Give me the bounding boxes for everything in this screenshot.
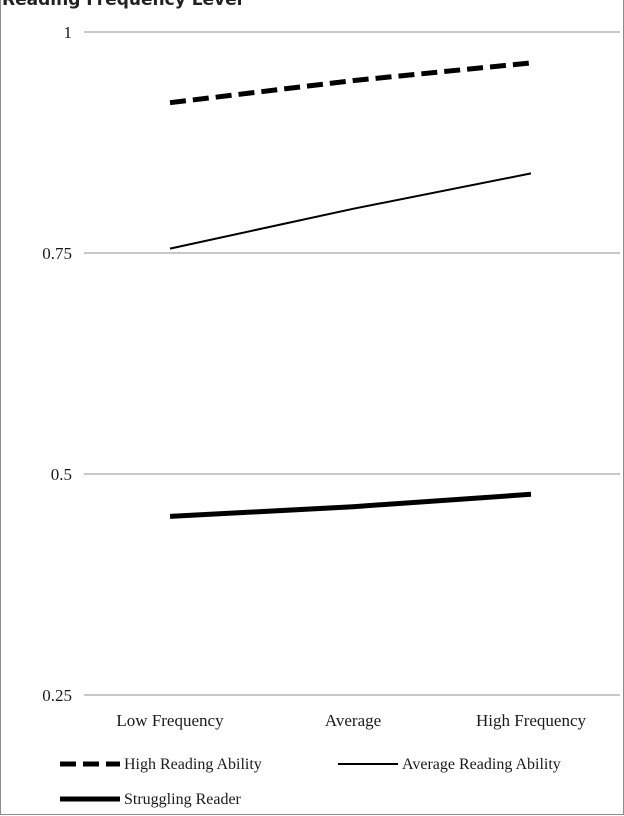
x-tick-label: Low Frequency bbox=[116, 711, 224, 730]
legend-label: Average Reading Ability bbox=[402, 756, 561, 773]
series-line-1 bbox=[169, 172, 532, 250]
legend: High Reading Ability Average Reading Abil… bbox=[60, 756, 561, 808]
y-tick-label: 0.25 bbox=[42, 686, 72, 705]
y-tick-label: 0.75 bbox=[42, 244, 72, 263]
x-axis-ticks: Low Frequency Average High Frequency bbox=[116, 711, 586, 730]
series-line-0 bbox=[169, 60, 532, 106]
legend-label: High Reading Ability bbox=[124, 756, 262, 773]
x-tick-label: Average bbox=[325, 711, 381, 730]
series-line-2 bbox=[169, 491, 532, 519]
y-tick-label: 0.5 bbox=[51, 465, 72, 484]
chart-title: Reading Frequency Level bbox=[2, 0, 243, 10]
legend-label: Struggling Reader bbox=[124, 791, 242, 808]
y-axis-ticks: 0.25 0.5 0.75 1 bbox=[42, 23, 72, 705]
gridlines bbox=[84, 31, 620, 696]
y-tick-label: 1 bbox=[64, 23, 73, 42]
x-tick-label: High Frequency bbox=[476, 711, 587, 730]
series-lines bbox=[169, 60, 532, 519]
